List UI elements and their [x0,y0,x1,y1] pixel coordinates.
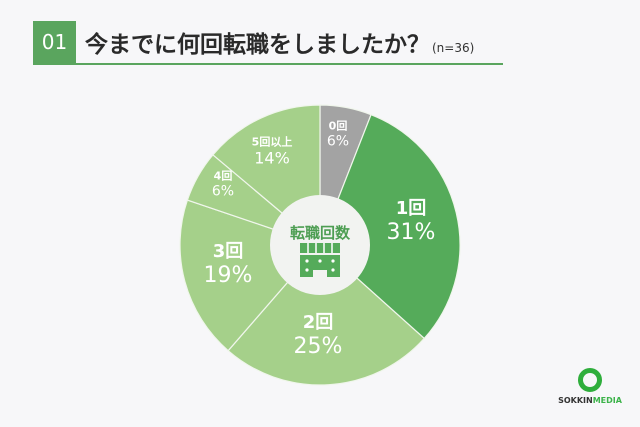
label-5: 5回以上 14% [251,135,293,168]
chart-title: 今までに何回転職をしましたか？ (n=36) [85,25,474,59]
label-3: 3回 19% [203,241,253,288]
title-text: 今までに何回転職をしましたか？ [85,32,430,58]
logo-text-2: MEDIA [592,396,622,405]
label-0: 0回 6% [326,119,350,150]
label-4: 4回 6% [211,169,235,200]
logo-ring-icon [578,368,602,392]
question-number: 01 [33,21,76,63]
slice-1 [319,113,461,340]
sample-size: (n=36) [432,41,475,55]
label-2: 2回 25% [293,312,343,359]
sokkin-media-logo: SOKKINMEDIA [555,368,625,405]
chart-header: 01 今までに何回転職をしましたか？ (n=36) [33,21,503,65]
slice-2 [227,244,426,386]
label-1: 1回 31% [386,198,436,245]
center-label: 転職回数 [289,224,351,242]
building-icon [300,243,340,277]
logo-text-1: SOKKIN [558,396,593,405]
